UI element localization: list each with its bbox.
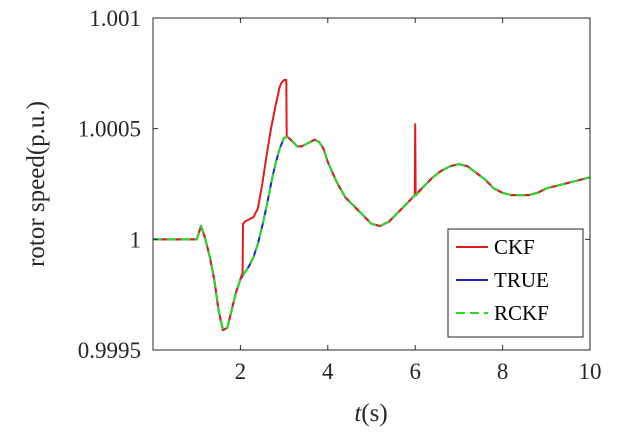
legend: CKF TRUE RCKF xyxy=(447,228,584,338)
x-tick-label: 6 xyxy=(409,359,421,384)
y-tick-label: 1.0005 xyxy=(78,117,141,142)
x-axis-label: t(s) xyxy=(354,400,387,427)
x-tick-label: 10 xyxy=(579,359,602,384)
x-tick-label: 2 xyxy=(235,359,247,384)
legend-label-rckf: RCKF xyxy=(494,301,549,325)
y-tick-label: 1 xyxy=(130,227,142,252)
tick-layer: 2 4 6 8 10 0.9995 1 1.0005 1.001 xyxy=(78,6,602,384)
y-tick-label: 0.9995 xyxy=(78,338,141,363)
x-tick-label: 4 xyxy=(322,359,334,384)
y-axis-label: rotor speed(p.u.) xyxy=(23,101,50,267)
y-tick-label: 1.001 xyxy=(89,6,141,31)
x-axis-label-variable: t xyxy=(354,400,362,427)
series-layer xyxy=(153,78,591,332)
legend-label-ckf: CKF xyxy=(494,235,535,259)
plot-frame xyxy=(152,17,591,351)
x-tick-label: 8 xyxy=(497,359,509,384)
legend-label-true: TRUE xyxy=(494,268,549,292)
x-axis-label-unit: (s) xyxy=(361,400,387,427)
